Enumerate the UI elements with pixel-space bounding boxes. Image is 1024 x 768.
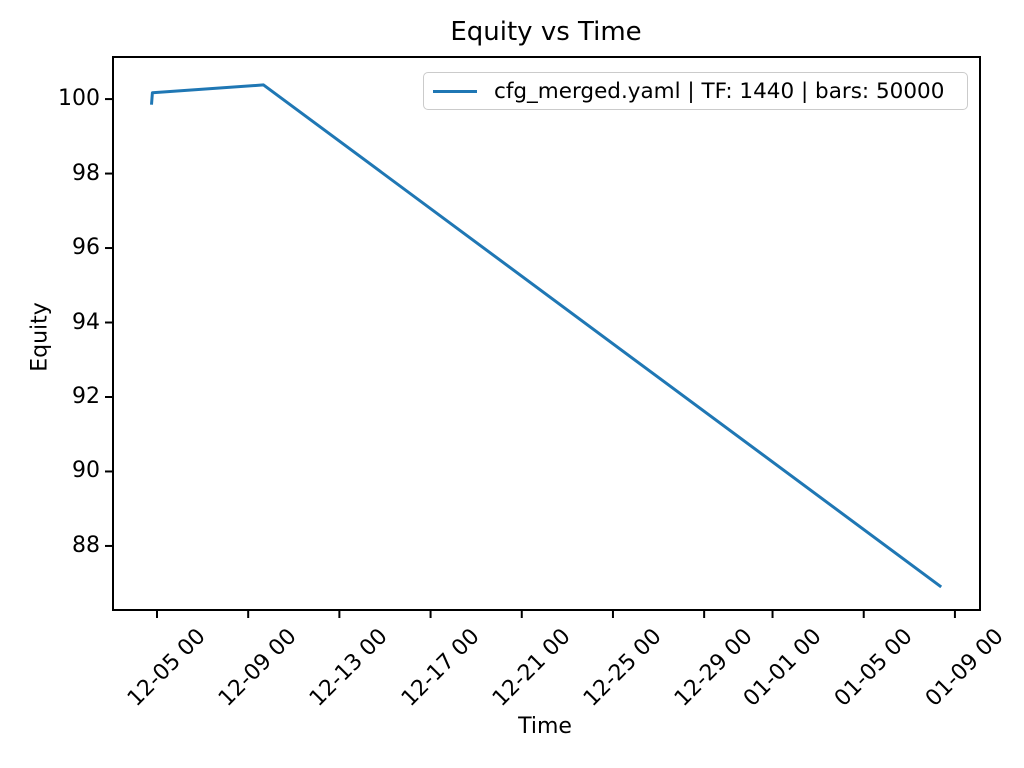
x-axis-label: Time <box>518 714 572 739</box>
y-tick-label: 90 <box>72 458 100 484</box>
y-tick-label: 88 <box>72 532 100 558</box>
legend: cfg_merged.yaml | TF: 1440 | bars: 50000 <box>423 72 968 110</box>
y-tick-label: 100 <box>58 86 100 112</box>
legend-label: cfg_merged.yaml | TF: 1440 | bars: 50000 <box>494 78 945 104</box>
equity-line <box>150 83 943 589</box>
legend-line-swatch <box>433 89 477 93</box>
y-tick-label: 92 <box>72 383 100 409</box>
y-axis-label: Equity <box>27 302 53 372</box>
y-tick-label: 96 <box>72 235 100 261</box>
y-tick-label: 98 <box>72 160 100 186</box>
chart-title: Equity vs Time <box>450 17 642 47</box>
plot-border <box>112 56 981 611</box>
y-tick-label: 94 <box>72 309 100 335</box>
